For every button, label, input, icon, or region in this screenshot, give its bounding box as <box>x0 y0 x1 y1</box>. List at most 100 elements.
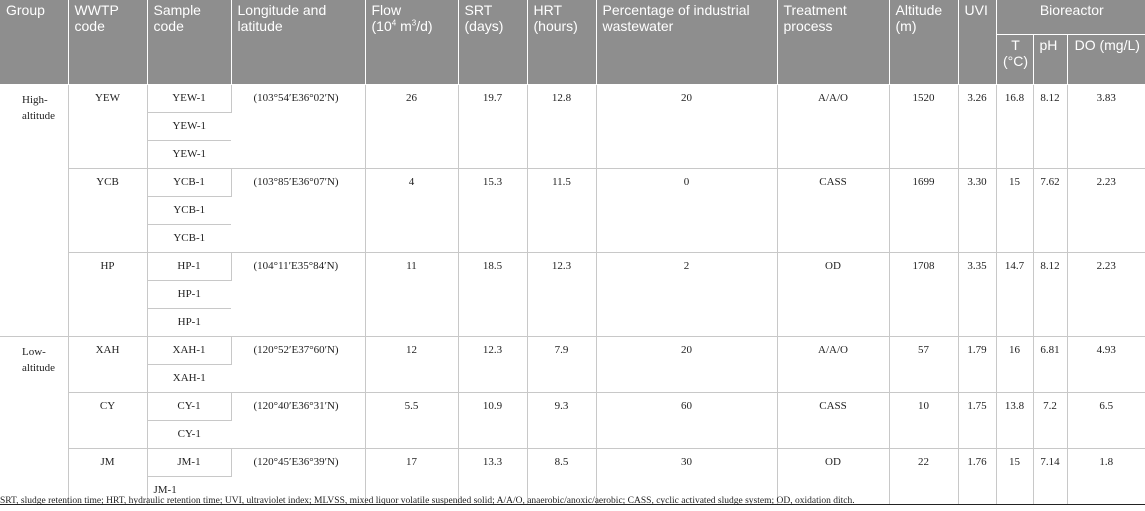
temperature-cell: 15 <box>996 448 1034 505</box>
table-row: YCB-1 <box>0 224 1145 253</box>
header-sample-code: Sample code <box>147 0 232 85</box>
header-flow-label: Flow <box>371 2 402 18</box>
table-body: High-altitude YEW YEW-1 (103°54′E36°02′N… <box>0 84 1145 505</box>
do-cell: 3.83 <box>1067 84 1145 169</box>
ph-cell: 8.12 <box>1033 252 1068 337</box>
altitude-cell: 22 <box>889 448 959 505</box>
header-hrt: HRT (hours) <box>527 0 597 85</box>
temperature-cell: 15 <box>996 168 1034 253</box>
ph-cell: 7.2 <box>1033 392 1068 449</box>
altitude-cell: 1699 <box>889 168 959 253</box>
altitude-cell: 10 <box>889 392 959 449</box>
uvi-cell: 3.35 <box>958 252 997 337</box>
table-header: Group WWTP code Sample code Longitude an… <box>0 0 1145 85</box>
table-row: HP-1 <box>0 308 1145 337</box>
sample-code-cell: HP-1 <box>147 280 231 309</box>
sample-code-cell: HP-1 <box>147 308 231 337</box>
uvi-cell: 3.26 <box>958 84 997 169</box>
altitude-cell: 1708 <box>889 252 959 337</box>
table-row: HP HP-1 (104°11′E35°84′N) 11 18.5 12.3 2… <box>0 252 1145 337</box>
header-longitude-latitude: Longitude and latitude <box>231 0 366 85</box>
table-row: JM-1 <box>0 476 1145 505</box>
lonlat-cell: (103°85′E36°07′N) <box>231 168 366 253</box>
ph-cell: 7.62 <box>1033 168 1068 253</box>
hrt-cell: 9.3 <box>527 392 597 449</box>
flow-cell: 5.5 <box>365 392 459 449</box>
flow-cell: 12 <box>365 336 459 393</box>
process-cell: CASS <box>777 392 890 449</box>
ph-cell: 6.81 <box>1033 336 1068 393</box>
ph-cell: 7.14 <box>1033 448 1068 505</box>
do-cell: 6.5 <box>1067 392 1145 449</box>
sample-code-cell: YCB-1 <box>147 196 231 225</box>
process-cell: A/A/O <box>777 336 890 393</box>
table-row: YCB YCB-1 (103°85′E36°07′N) 4 15.3 11.5 … <box>0 168 1145 253</box>
header-bioreactor: Bioreactor <box>996 0 1145 35</box>
hrt-cell: 8.5 <box>527 448 597 505</box>
header-uvi: UVI <box>958 0 997 85</box>
table-row: YCB-1 <box>0 196 1145 225</box>
table-row: High-altitude YEW YEW-1 (103°54′E36°02′N… <box>0 84 1145 337</box>
table-row: CY-1 <box>0 420 1145 449</box>
wwtp-code-cell: YCB <box>68 168 148 253</box>
wwtp-code-cell: HP <box>68 252 148 337</box>
temperature-cell: 14.7 <box>996 252 1034 337</box>
group-label: Low-altitude <box>0 336 69 505</box>
header-temperature: T (°C) <box>996 34 1034 85</box>
process-cell: OD <box>777 252 890 337</box>
temperature-cell: 13.8 <box>996 392 1034 449</box>
sample-code-cell: HP-1 <box>147 252 232 281</box>
header-flow: Flow (104 m3/d) <box>365 0 459 85</box>
flow-cell: 26 <box>365 84 459 169</box>
industrial-cell: 60 <box>596 392 778 449</box>
do-cell: 1.8 <box>1067 448 1145 505</box>
header-industrial-percentage: Percentage of industrial wastewater <box>596 0 778 85</box>
flow-cell: 4 <box>365 168 459 253</box>
sample-code-cell: XAH-1 <box>147 364 231 393</box>
header-do: DO (mg/L) <box>1067 34 1145 85</box>
table-row: CY CY-1 (120°40′E36°31′N) 5.5 10.9 9.3 6… <box>0 392 1145 449</box>
header-altitude: Altitude (m) <box>889 0 959 85</box>
process-cell: CASS <box>777 168 890 253</box>
group-label: High-altitude <box>0 84 69 337</box>
header-treatment-process: Treatment process <box>777 0 890 85</box>
industrial-cell: 0 <box>596 168 778 253</box>
hrt-cell: 11.5 <box>527 168 597 253</box>
sample-code-cell: YEW-1 <box>147 84 232 113</box>
sample-code-cell: YCB-1 <box>147 168 232 197</box>
sample-code-cell: CY-1 <box>147 420 231 449</box>
header-wwtp-code: WWTP code <box>68 0 148 85</box>
flow-cell: 11 <box>365 252 459 337</box>
header-group: Group <box>0 0 69 85</box>
flow-cell: 17 <box>365 448 459 505</box>
lonlat-cell: (104°11′E35°84′N) <box>231 252 366 337</box>
sample-code-cell: CY-1 <box>147 392 232 421</box>
temperature-cell: 16.8 <box>996 84 1034 169</box>
sample-code-cell: XAH-1 <box>147 336 232 365</box>
srt-cell: 15.3 <box>458 168 528 253</box>
table-row: XAH-1 <box>0 364 1145 393</box>
table-row: HP-1 <box>0 280 1145 309</box>
industrial-cell: 2 <box>596 252 778 337</box>
table-row: JM JM-1 (120°45′E36°39′N) 17 13.3 8.5 30… <box>0 448 1145 505</box>
wwtp-code-cell: YEW <box>68 84 148 169</box>
industrial-cell: 20 <box>596 84 778 169</box>
srt-cell: 12.3 <box>458 336 528 393</box>
hrt-cell: 7.9 <box>527 336 597 393</box>
wwtp-code-cell: JM <box>68 448 148 505</box>
ph-cell: 8.12 <box>1033 84 1068 169</box>
hrt-cell: 12.8 <box>527 84 597 169</box>
sample-code-cell: JM-1 <box>147 448 232 477</box>
sample-code-cell: JM-1 <box>147 476 231 505</box>
header-flow-unit: (104 m3/d) <box>371 18 433 34</box>
sample-code-cell: YCB-1 <box>147 224 231 253</box>
altitude-cell: 1520 <box>889 84 959 169</box>
hrt-cell: 12.3 <box>527 252 597 337</box>
header-srt: SRT (days) <box>458 0 528 85</box>
uvi-cell: 1.79 <box>958 336 997 393</box>
srt-cell: 18.5 <box>458 252 528 337</box>
sample-code-cell: YEW-1 <box>147 140 231 169</box>
srt-cell: 13.3 <box>458 448 528 505</box>
uvi-cell: 1.76 <box>958 448 997 505</box>
